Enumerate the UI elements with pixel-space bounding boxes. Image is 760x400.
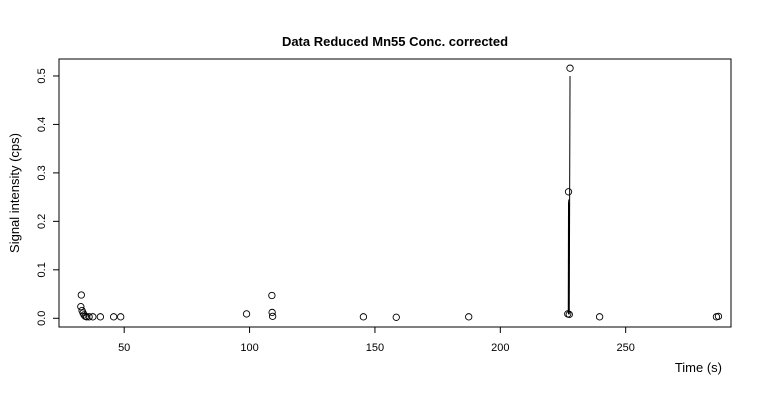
data-point-16 bbox=[359, 313, 368, 321]
data-point-1 bbox=[77, 302, 85, 311]
x-axis: 50 100 150 200 250 bbox=[118, 327, 635, 354]
data-point-23 bbox=[595, 313, 604, 321]
data-point-11 bbox=[117, 313, 125, 321]
data-point-25 bbox=[714, 312, 723, 320]
x-tick-label-2: 150 bbox=[366, 342, 384, 354]
data-points bbox=[77, 64, 723, 321]
plot-frame bbox=[58, 58, 732, 328]
data-point-4 bbox=[80, 311, 88, 319]
data-point-9 bbox=[96, 313, 105, 321]
data-point-20 bbox=[564, 188, 573, 196]
data-point-21 bbox=[565, 310, 573, 319]
data-point-14 bbox=[268, 308, 276, 317]
data-point-22 bbox=[566, 64, 574, 72]
y-axis-label: Signal intensity (cps) bbox=[7, 133, 22, 253]
data-point-0 bbox=[77, 291, 85, 299]
data-point-8 bbox=[89, 313, 97, 321]
chart-title: Data Reduced Mn55 Conc. corrected bbox=[282, 34, 508, 49]
data-point-10 bbox=[110, 313, 118, 321]
data-point-17 bbox=[392, 313, 400, 321]
data-point-18 bbox=[465, 313, 473, 321]
y-axis: 0.0 0.1 0.2 0.3 0.4 0.5 bbox=[36, 68, 59, 326]
y-tick-label-3: 0.3 bbox=[36, 165, 48, 180]
data-point-12 bbox=[242, 310, 251, 318]
x-axis-label: Time (s) bbox=[675, 360, 722, 375]
y-tick-label-2: 0.2 bbox=[36, 214, 48, 229]
data-point-15 bbox=[268, 312, 277, 320]
data-point-13 bbox=[268, 291, 276, 300]
y-tick-label-5: 0.5 bbox=[36, 68, 48, 83]
data-point-7 bbox=[85, 313, 93, 321]
x-tick-label-3: 200 bbox=[491, 342, 509, 354]
y-tick-label-4: 0.4 bbox=[36, 117, 48, 132]
x-tick-label-4: 250 bbox=[617, 342, 635, 354]
x-tick-label-1: 100 bbox=[240, 342, 258, 354]
y-tick-label-0: 0.0 bbox=[36, 311, 48, 326]
x-tick-label-0: 50 bbox=[118, 342, 130, 354]
y-tick-label-1: 0.1 bbox=[36, 262, 48, 277]
